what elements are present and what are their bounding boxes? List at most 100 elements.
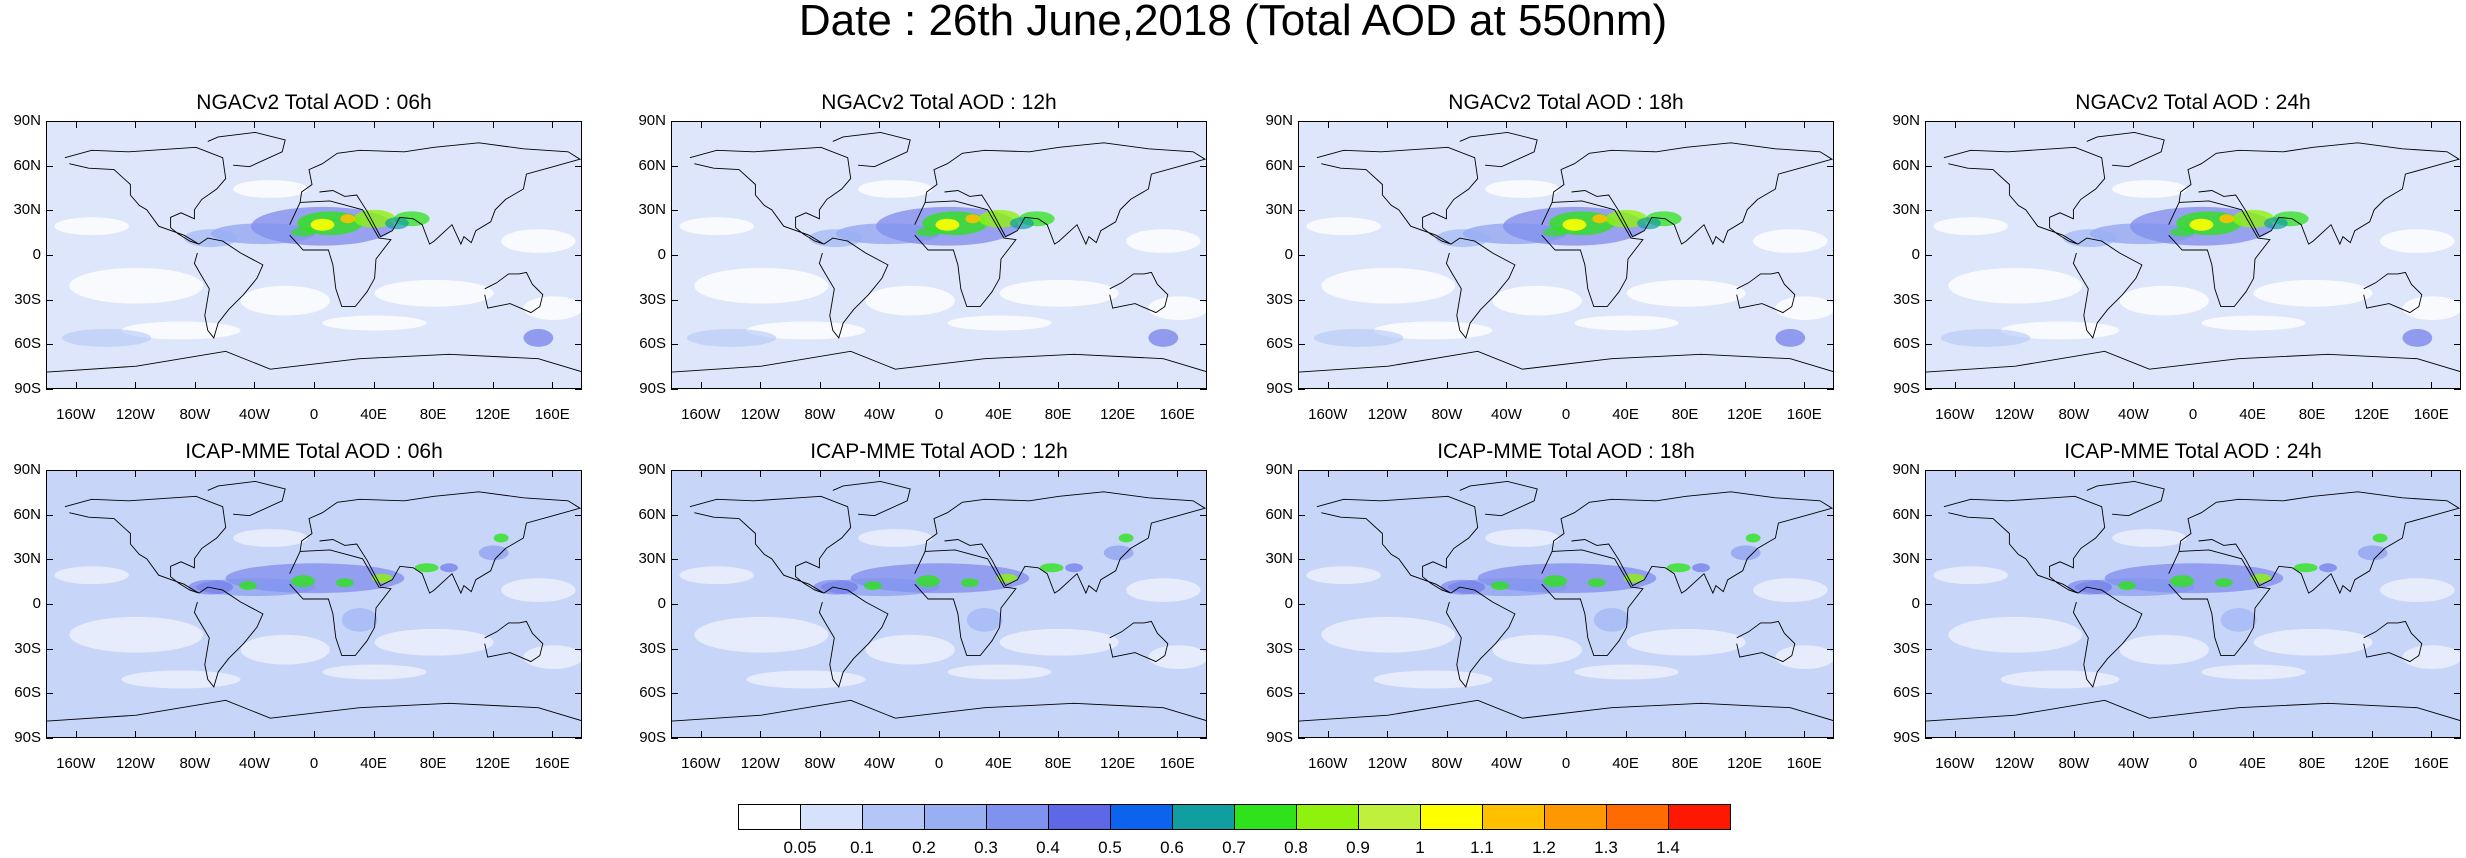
- lon-tick-label: 80E: [1671, 406, 1699, 423]
- aerosol-plume: [340, 214, 356, 224]
- lon-tick: [1387, 470, 1389, 477]
- lon-tick-label: 160E: [2413, 406, 2449, 423]
- coastline: [193, 586, 264, 688]
- lat-tick: [1827, 738, 1834, 739]
- lon-tick-label: 0: [2188, 755, 2198, 772]
- coastline: [1109, 271, 1169, 314]
- lat-tick: [1298, 470, 1305, 471]
- lat-tick: [1827, 693, 1834, 695]
- lon-tick-label: 0: [934, 406, 944, 423]
- lon-tick: [194, 382, 196, 389]
- aerosol-plume: [916, 227, 940, 237]
- aod-background: [47, 471, 581, 737]
- lat-tick-label: 30N: [13, 201, 41, 219]
- lon-tick: [1625, 731, 1627, 738]
- lon-tick: [1177, 382, 1179, 389]
- lon-tick: [552, 470, 554, 477]
- aerosol-plume: [1118, 533, 1134, 543]
- colorbar-label: 1.3: [1594, 838, 1618, 857]
- aerosol-plume: [440, 563, 458, 573]
- lat-tick: [575, 693, 582, 695]
- low-aod-area: [374, 279, 494, 307]
- lon-tick: [75, 731, 77, 738]
- low-aod-area: [679, 566, 754, 585]
- lon-tick: [75, 470, 77, 477]
- lat-tick: [46, 648, 53, 650]
- colorbar-swatch: [1606, 804, 1669, 830]
- lon-tick: [879, 731, 881, 738]
- lon-tick-label: 160W: [1935, 755, 1975, 772]
- lat-tick: [575, 165, 582, 167]
- aerosol-plume: [2170, 575, 2194, 588]
- aod-field: [47, 471, 581, 737]
- lat-tick: [575, 559, 582, 561]
- lon-tick: [1685, 470, 1687, 477]
- aod-field: [1299, 122, 1833, 388]
- lat-tick-label: 90S: [1893, 729, 1920, 746]
- lat-tick: [2454, 299, 2461, 301]
- aod-background: [1926, 471, 2460, 737]
- coastline: [672, 699, 1206, 722]
- lon-tick-label: 120E: [1100, 755, 1136, 772]
- lon-tick: [1387, 121, 1389, 128]
- low-aod-area: [2119, 634, 2209, 665]
- lat-tick: [575, 604, 582, 605]
- lat-tick: [671, 255, 678, 256]
- lat-tick: [1925, 738, 1932, 739]
- coastline: [1551, 491, 1833, 595]
- lon-tick-label: 80E: [1044, 755, 1072, 772]
- low-aod-area: [1948, 267, 2083, 304]
- lat-tick: [1925, 514, 1932, 516]
- lon-tick-label: 80W: [2058, 406, 2090, 423]
- low-aod-area: [1775, 645, 1833, 670]
- lat-tick: [46, 470, 53, 471]
- lat-tick: [1827, 559, 1834, 561]
- colorbar-swatch: [1048, 804, 1111, 830]
- lon-tick-label: 80E: [419, 406, 447, 423]
- aerosol-plume: [2293, 563, 2318, 573]
- low-aod-area: [1753, 229, 1828, 254]
- low-aod-area: [1126, 578, 1201, 603]
- coastline: [47, 699, 581, 722]
- lat-tick: [2454, 559, 2461, 561]
- aerosol-plume: [478, 545, 509, 561]
- lat-tick-label: 30S: [1893, 639, 1920, 657]
- coastline: [289, 549, 392, 657]
- lon-tick: [1058, 382, 1060, 389]
- lon-tick-label: 40W: [2118, 755, 2149, 772]
- aerosol-plume: [1103, 545, 1134, 561]
- lon-tick: [1804, 470, 1806, 477]
- low-aod-area: [233, 180, 308, 198]
- lon-tick: [1506, 121, 1508, 128]
- lat-tick-label: 30S: [14, 639, 41, 657]
- lat-tick-label: 30N: [638, 550, 666, 568]
- lon-tick: [552, 731, 554, 738]
- aerosol-plume: [1775, 328, 1806, 347]
- colorbar-swatch: [1420, 804, 1483, 830]
- lon-tick: [2073, 731, 2075, 738]
- lon-tick: [2312, 731, 2314, 738]
- colorbar-swatch: [1296, 804, 1359, 830]
- lat-tick: [575, 210, 582, 212]
- aerosol-plume: [353, 209, 396, 228]
- lon-tick: [1177, 121, 1179, 128]
- low-aod-area: [121, 321, 241, 340]
- low-aod-area: [523, 296, 581, 321]
- lon-tick-label: 40E: [1612, 406, 1639, 423]
- low-aod-area: [947, 315, 1052, 331]
- lon-tick: [314, 470, 315, 477]
- lon-tick-label: 40W: [1491, 755, 1522, 772]
- aerosol-plume: [1692, 563, 1710, 573]
- lat-tick: [1925, 165, 1932, 167]
- lon-tick-label: 120E: [2354, 755, 2390, 772]
- lat-tick: [46, 738, 53, 739]
- lon-tick: [1506, 382, 1508, 389]
- low-aod-area: [1933, 566, 2008, 585]
- lat-tick-label: 60S: [1893, 684, 1920, 702]
- lon-tick: [254, 382, 256, 389]
- lon-tick: [552, 121, 554, 128]
- lon-tick-label: 0: [309, 755, 319, 772]
- aerosol-plume: [1623, 573, 1645, 583]
- aerosol-plume: [291, 575, 315, 588]
- lon-tick: [939, 731, 940, 738]
